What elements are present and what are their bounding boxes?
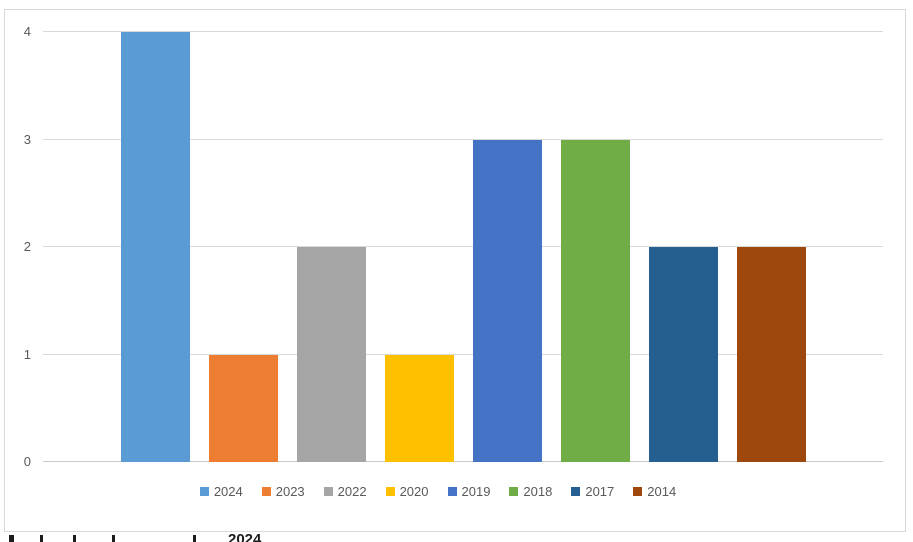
- legend-label: 2020: [399, 484, 429, 499]
- bar-2014[interactable]: [737, 247, 806, 462]
- y-axis-tick-label: 4: [23, 24, 31, 39]
- bar-2020[interactable]: [385, 354, 454, 462]
- y-axis-tick-label: 2: [23, 239, 31, 254]
- legend-item-2022[interactable]: 2022: [323, 484, 367, 499]
- legend-marker-icon: [571, 487, 581, 496]
- legend-label: 2023: [275, 484, 305, 499]
- legend-item-2014[interactable]: 2014: [633, 484, 676, 499]
- clipped-caption-text: 2024: [228, 532, 262, 542]
- bar-2017[interactable]: [649, 247, 718, 462]
- chart-frame: 0 1 2 3 4 2024 2023 2022 2020 2019 2018 2017 2014: [4, 9, 906, 532]
- legend-item-2018[interactable]: 2018: [509, 484, 552, 499]
- legend-marker-icon: [509, 487, 519, 496]
- y-axis-tick-label: 1: [23, 346, 31, 362]
- legend-item-2020[interactable]: 2020: [385, 484, 429, 499]
- x-axis-line: [43, 461, 883, 462]
- plot-area: [43, 31, 883, 462]
- bar-2019[interactable]: [473, 139, 542, 462]
- legend: 2024 2023 2022 2020 2019 2018 2017 2014: [0, 484, 888, 499]
- clipped-caption: 2024: [0, 532, 913, 542]
- legend-item-2019[interactable]: 2019: [447, 484, 491, 499]
- bar-2018[interactable]: [561, 139, 630, 462]
- bar-2023[interactable]: [209, 354, 278, 462]
- bar-2022[interactable]: [297, 247, 366, 462]
- legend-item-2017[interactable]: 2017: [571, 484, 614, 499]
- legend-marker-icon: [385, 487, 395, 496]
- clipped-letter-artifact: [73, 535, 76, 542]
- y-axis-tick-label: 0: [23, 454, 31, 469]
- legend-marker-icon: [199, 487, 209, 496]
- clipped-letter-artifact: [112, 535, 115, 542]
- clipped-letter-artifact: [9, 535, 14, 542]
- legend-marker-icon: [323, 487, 333, 496]
- bar-2024[interactable]: [121, 32, 190, 462]
- gridline: [43, 246, 883, 247]
- legend-marker-icon: [261, 487, 271, 496]
- legend-label: 2014: [647, 484, 677, 499]
- gridline: [43, 138, 883, 140]
- legend-label: 2017: [585, 484, 615, 499]
- legend-label: 2019: [461, 484, 491, 499]
- y-axis-tick-label: 3: [23, 131, 31, 147]
- gridline: [43, 353, 883, 355]
- legend-label: 2022: [337, 484, 367, 499]
- legend-label: 2024: [213, 484, 243, 499]
- clipped-letter-artifact: [193, 535, 196, 542]
- legend-item-2023[interactable]: 2023: [261, 484, 305, 499]
- legend-item-2024[interactable]: 2024: [199, 484, 243, 499]
- legend-marker-icon: [447, 487, 457, 496]
- legend-label: 2018: [523, 484, 553, 499]
- legend-marker-icon: [633, 487, 643, 496]
- clipped-letter-artifact: [40, 535, 43, 542]
- gridline: [43, 31, 883, 32]
